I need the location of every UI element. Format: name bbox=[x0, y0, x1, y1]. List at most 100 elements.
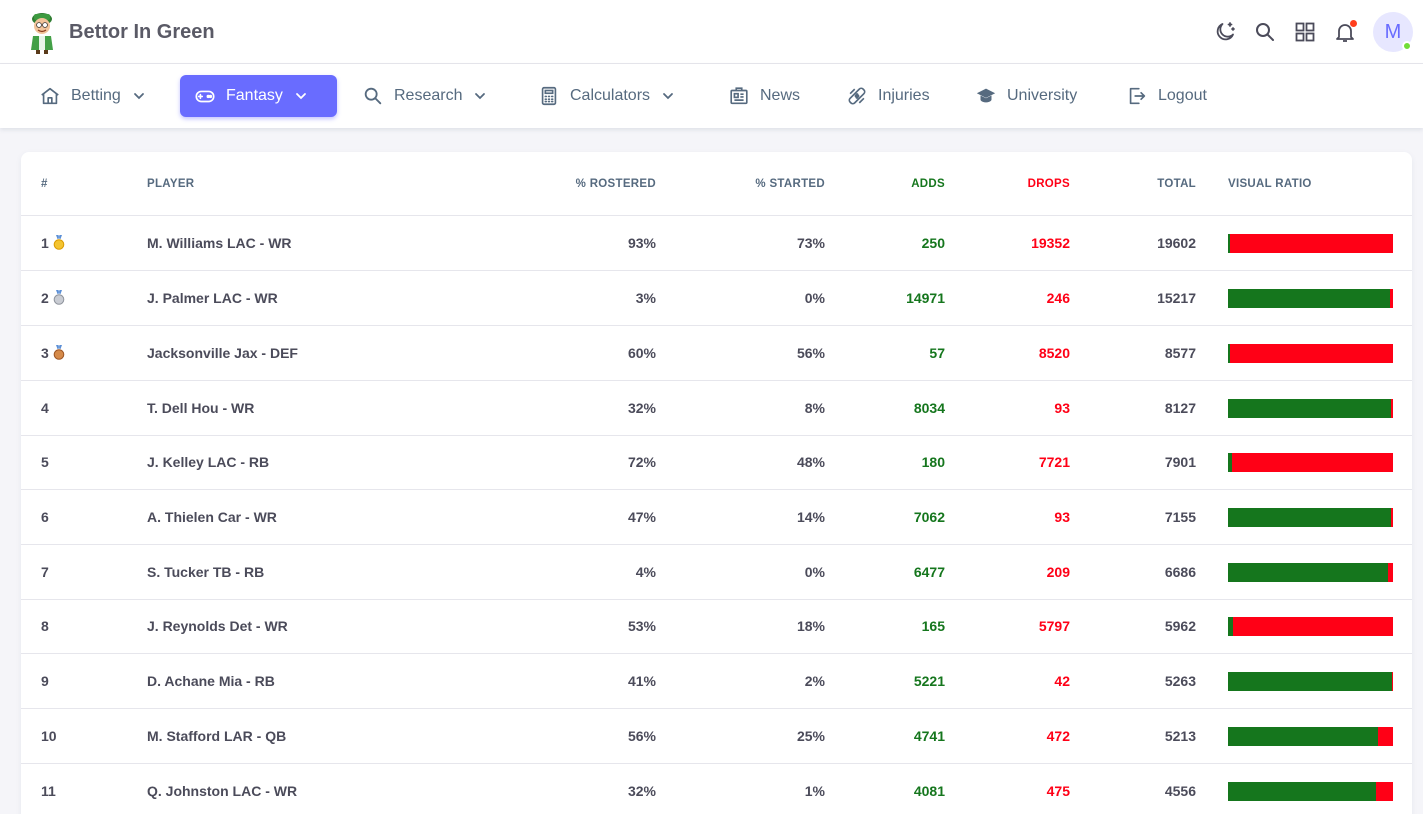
nav-label: Research bbox=[394, 87, 463, 104]
col-drops[interactable]: DROPS bbox=[1027, 178, 1070, 190]
player-cell: S. Tucker TB - RB bbox=[147, 564, 265, 580]
logout-icon bbox=[1129, 87, 1146, 105]
adds-ratio-fill bbox=[1228, 617, 1233, 636]
table-row[interactable]: 10 M. Stafford LAR - QB 56% 25% 4741 472… bbox=[21, 709, 1412, 764]
visual-ratio-bar bbox=[1228, 344, 1393, 363]
nav-betting[interactable]: Betting bbox=[25, 75, 161, 117]
search-icon[interactable] bbox=[1253, 20, 1277, 44]
nav-news[interactable]: News bbox=[714, 75, 814, 117]
table-row[interactable]: 4 T. Dell Hou - WR 32% 8% 8034 93 8127 bbox=[21, 381, 1412, 436]
table-row[interactable]: 1 M. Williams LAC - WR 93% 73% 250 19352… bbox=[21, 216, 1412, 271]
started-cell: 2% bbox=[804, 673, 825, 689]
table-row[interactable]: 7 S. Tucker TB - RB 4% 0% 6477 209 6686 bbox=[21, 545, 1412, 600]
adds-ratio-fill bbox=[1228, 672, 1392, 691]
rank-value: 1 bbox=[41, 235, 49, 251]
nav-label: Calculators bbox=[570, 87, 651, 104]
col-rank[interactable]: # bbox=[41, 178, 48, 190]
drops-cell: 8520 bbox=[1038, 345, 1070, 361]
player-cell: Jacksonville Jax - DEF bbox=[147, 345, 298, 361]
table-row[interactable]: 3 Jacksonville Jax - DEF 60% 56% 57 8520… bbox=[21, 326, 1412, 381]
grid-apps-icon[interactable] bbox=[1293, 20, 1317, 44]
rank-cell: 3 bbox=[41, 345, 65, 361]
col-total[interactable]: TOTAL bbox=[1157, 178, 1196, 190]
adds-cell: 14971 bbox=[906, 290, 945, 306]
rostered-cell: 41% bbox=[627, 673, 656, 689]
table-row[interactable]: 2 J. Palmer LAC - WR 3% 0% 14971 246 152… bbox=[21, 271, 1412, 326]
silver-medal-icon bbox=[53, 290, 65, 305]
rank-value: 8 bbox=[41, 618, 49, 634]
nav-injuries[interactable]: Injuries bbox=[832, 75, 944, 117]
col-started[interactable]: % STARTED bbox=[755, 178, 825, 190]
adds-cell: 180 bbox=[921, 454, 945, 470]
table-row[interactable]: 8 J. Reynolds Det - WR 53% 18% 165 5797 … bbox=[21, 599, 1412, 654]
visual-ratio-bar bbox=[1228, 617, 1393, 636]
drops-cell: 209 bbox=[1046, 564, 1070, 580]
rank-cell: 9 bbox=[41, 673, 49, 689]
table-row[interactable]: 6 A. Thielen Car - WR 47% 14% 7062 93 71… bbox=[21, 490, 1412, 545]
started-cell: 8% bbox=[804, 400, 825, 416]
adds-ratio-fill bbox=[1228, 344, 1230, 363]
nav-logout[interactable]: Logout bbox=[1112, 75, 1221, 117]
col-rostered[interactable]: % ROSTERED bbox=[575, 178, 656, 190]
rank-cell: 8 bbox=[41, 618, 49, 634]
total-cell: 5213 bbox=[1164, 728, 1196, 744]
rank-cell: 10 bbox=[41, 728, 57, 744]
table-row[interactable]: 9 D. Achane Mia - RB 41% 2% 5221 42 5263 bbox=[21, 654, 1412, 709]
adds-ratio-fill bbox=[1228, 563, 1388, 582]
col-visual-ratio: VISUAL RATIO bbox=[1228, 178, 1312, 190]
player-cell: T. Dell Hou - WR bbox=[147, 400, 255, 416]
nav-label: Betting bbox=[71, 87, 121, 104]
rostered-cell: 32% bbox=[627, 400, 656, 416]
started-cell: 0% bbox=[804, 290, 825, 306]
visual-ratio-bar bbox=[1228, 508, 1393, 527]
rank-cell: 2 bbox=[41, 290, 65, 306]
rostered-cell: 56% bbox=[627, 728, 656, 744]
table-row[interactable]: 5 J. Kelley LAC - RB 72% 48% 180 7721 79… bbox=[21, 435, 1412, 490]
total-cell: 19602 bbox=[1157, 235, 1196, 251]
brand[interactable]: Bettor In Green bbox=[24, 10, 215, 54]
drops-cell: 5797 bbox=[1038, 618, 1070, 634]
adds-cell: 5221 bbox=[913, 673, 945, 689]
adds-cell: 4081 bbox=[913, 783, 945, 799]
graduation-cap-icon bbox=[976, 88, 996, 103]
chevron-down-icon bbox=[296, 93, 306, 100]
total-cell: 7155 bbox=[1164, 509, 1196, 525]
gamepad-icon bbox=[195, 90, 215, 103]
rostered-cell: 60% bbox=[627, 345, 656, 361]
main-nav: Betting Fantasy Research Calculators New… bbox=[0, 64, 1423, 128]
drops-cell: 93 bbox=[1054, 509, 1070, 525]
drops-cell: 7721 bbox=[1038, 454, 1070, 470]
col-player[interactable]: PLAYER bbox=[147, 178, 195, 190]
nav-calculators[interactable]: Calculators bbox=[524, 75, 690, 117]
adds-ratio-fill bbox=[1228, 289, 1391, 308]
adds-cell: 250 bbox=[921, 235, 945, 251]
rostered-cell: 3% bbox=[635, 290, 656, 306]
col-adds[interactable]: ADDS bbox=[911, 178, 945, 190]
visual-ratio-bar bbox=[1228, 782, 1393, 801]
adds-ratio-fill bbox=[1228, 727, 1379, 746]
rank-value: 3 bbox=[41, 345, 49, 361]
nav-university[interactable]: University bbox=[961, 75, 1091, 117]
started-cell: 18% bbox=[796, 618, 825, 634]
bell-icon[interactable] bbox=[1333, 20, 1357, 44]
rank-value: 4 bbox=[41, 400, 49, 416]
search-icon bbox=[364, 87, 382, 105]
rank-cell: 6 bbox=[41, 509, 49, 525]
moon-star-icon[interactable] bbox=[1213, 20, 1237, 44]
rank-value: 9 bbox=[41, 673, 49, 689]
drops-cell: 42 bbox=[1054, 673, 1070, 689]
nav-research[interactable]: Research bbox=[348, 75, 502, 117]
total-cell: 15217 bbox=[1157, 290, 1196, 306]
drops-cell: 246 bbox=[1046, 290, 1070, 306]
rank-cell: 5 bbox=[41, 454, 49, 470]
table-row[interactable]: 11 Q. Johnston LAC - WR 32% 1% 4081 475 … bbox=[21, 764, 1412, 814]
drops-cell: 93 bbox=[1054, 400, 1070, 416]
adds-cell: 6477 bbox=[913, 564, 945, 580]
rostered-cell: 72% bbox=[627, 454, 656, 470]
started-cell: 1% bbox=[804, 783, 825, 799]
started-cell: 56% bbox=[796, 345, 825, 361]
rank-cell: 7 bbox=[41, 564, 49, 580]
total-cell: 6686 bbox=[1164, 564, 1196, 580]
visual-ratio-bar bbox=[1228, 399, 1393, 418]
nav-fantasy[interactable]: Fantasy bbox=[180, 75, 337, 117]
